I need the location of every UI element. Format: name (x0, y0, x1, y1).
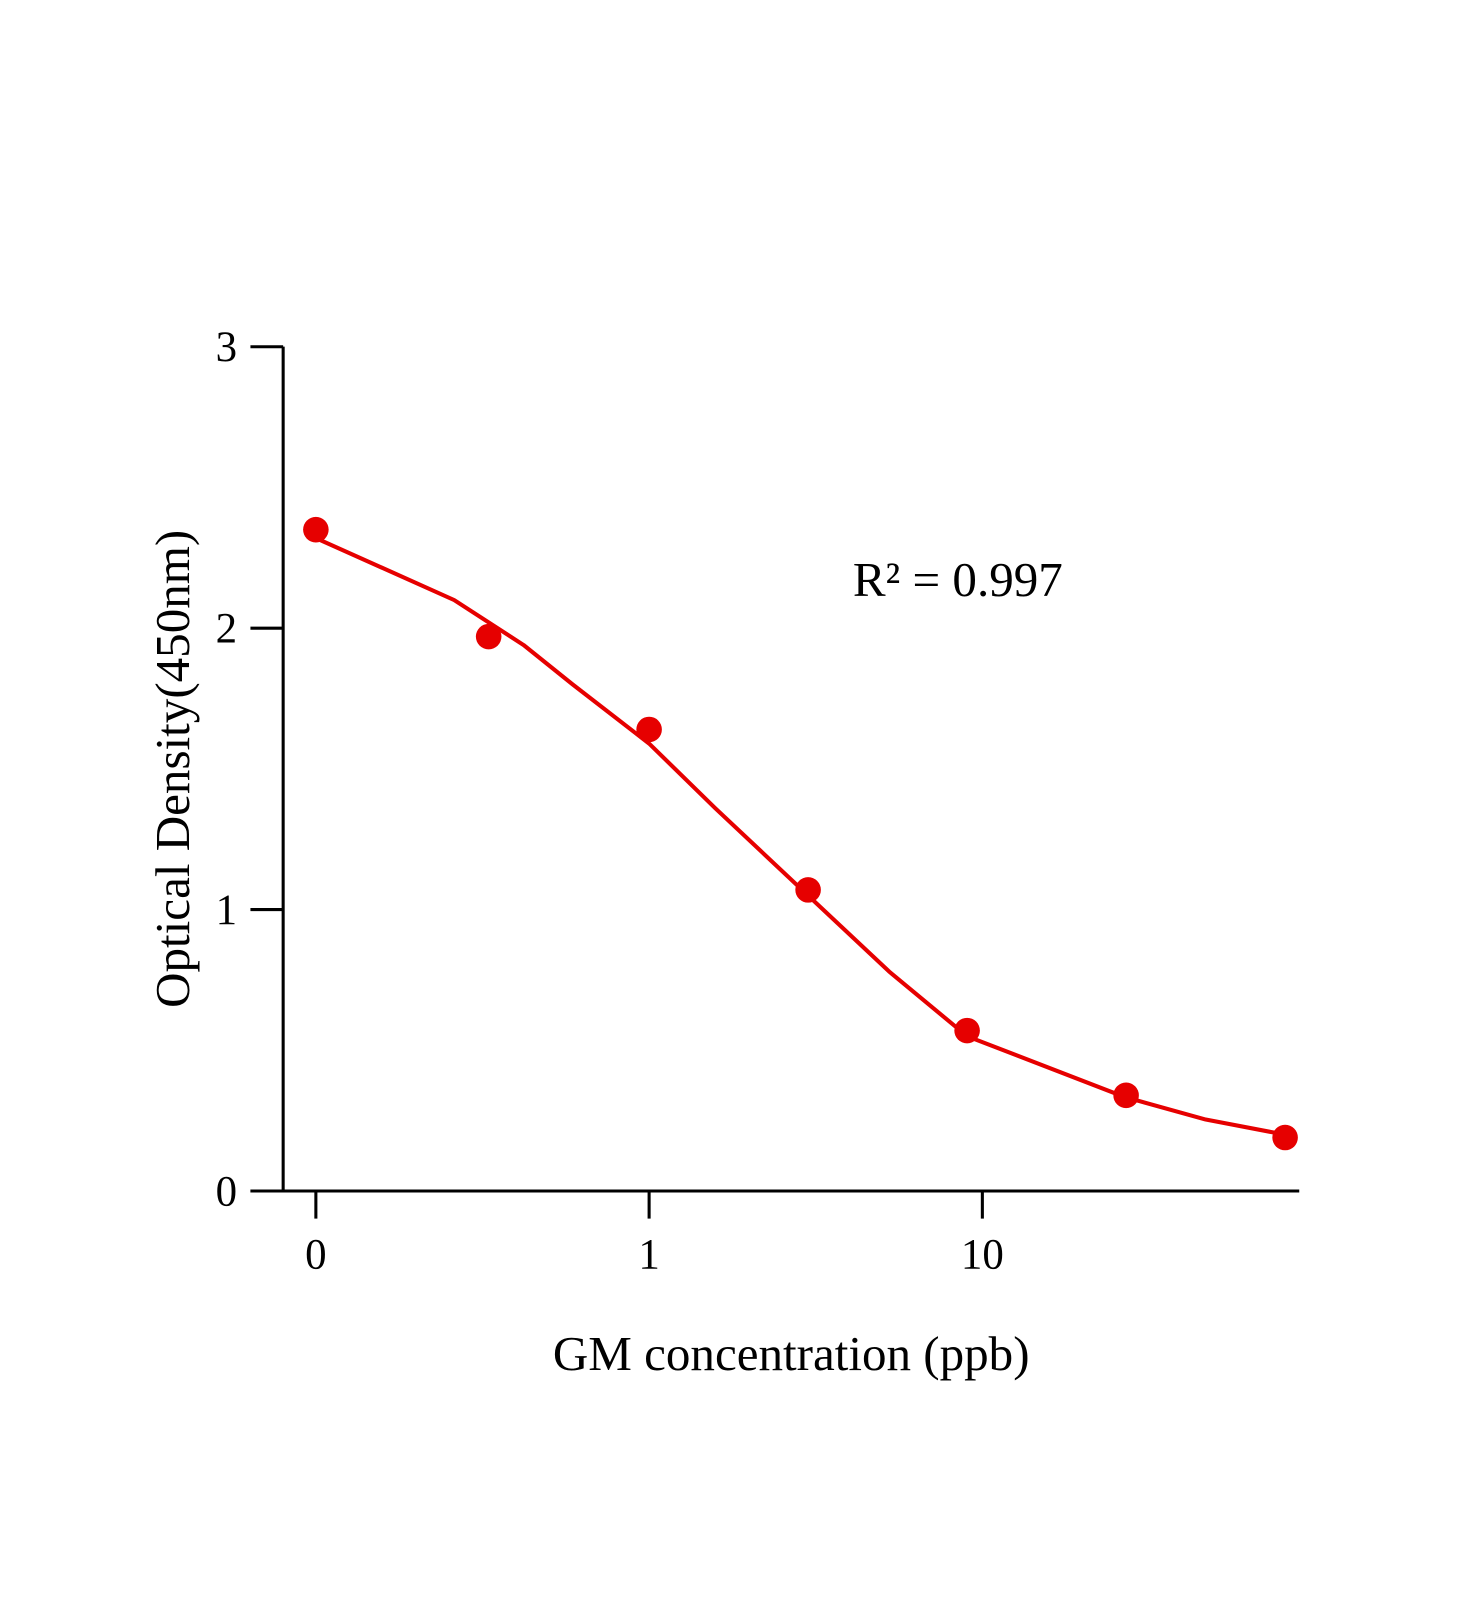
data-point (954, 1017, 980, 1044)
y-axis-label: Optical Density(450nm) (145, 530, 200, 1008)
data-point (1113, 1082, 1139, 1109)
x-tick-label: 0 (305, 1232, 326, 1279)
data-point (636, 716, 662, 743)
r-squared-annotation: R² = 0.997 (853, 552, 1063, 607)
data-point (303, 516, 329, 543)
fit-curve (315, 536, 1286, 1137)
x-axis-label: GM concentration (ppb) (553, 1326, 1030, 1381)
y-tick-label: 2 (216, 605, 237, 652)
y-tick-label: 1 (216, 887, 237, 934)
axes (250, 346, 1300, 1193)
y-tick-label: 0 (216, 1168, 237, 1215)
x-tick-label: 1 (638, 1232, 659, 1279)
data-point (475, 623, 502, 650)
x-tick-label: 10 (961, 1232, 1004, 1279)
y-tick-label: 3 (216, 324, 237, 371)
data-point (795, 877, 821, 903)
data-point (1272, 1124, 1298, 1151)
